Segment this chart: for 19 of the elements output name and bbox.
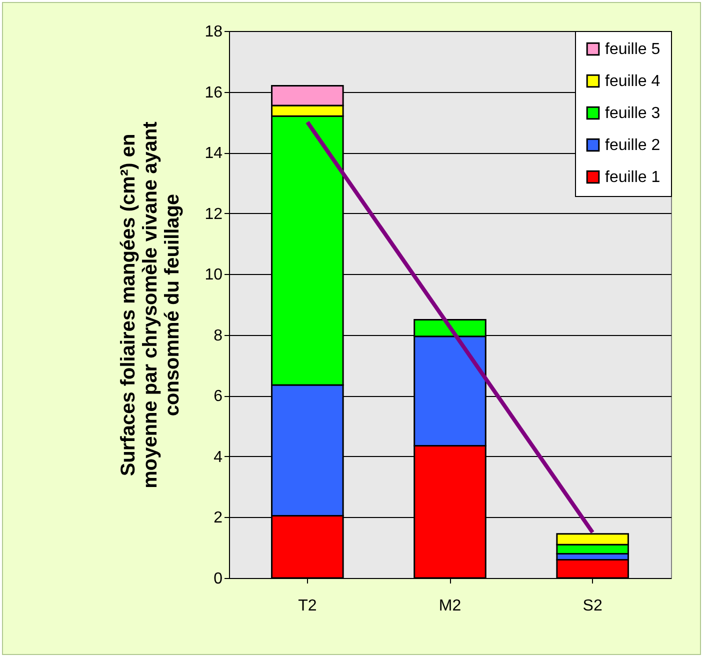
legend-label: feuille 1 — [605, 169, 660, 186]
y-tick-label: 14 — [204, 145, 223, 162]
x-tick-label: S2 — [582, 598, 602, 614]
x-tick-label: T2 — [298, 598, 317, 614]
x-tick-label: M2 — [438, 598, 462, 614]
y-tick-label: 16 — [204, 84, 223, 102]
y-tick-label: 6 — [214, 388, 223, 406]
y-tick-label: 4 — [214, 448, 223, 466]
y-tick-label: 10 — [204, 266, 223, 284]
legend-label: feuille 5 — [605, 41, 660, 58]
y-axis-title: Surfaces foliaires mangées (cm²) en moyenne par chrysomèle vivane ayant consommé du feuillage — [118, 121, 184, 488]
legend-label: feuille 4 — [605, 73, 660, 90]
y-tick-label: 12 — [204, 206, 223, 223]
y-tick-label: 8 — [214, 327, 223, 344]
y-tick-label: 0 — [214, 570, 223, 588]
y-tick-label: 2 — [214, 510, 223, 527]
legend-label: feuille 3 — [605, 105, 660, 122]
legend-label: feuille 2 — [605, 137, 660, 154]
y-tick-label: 18 — [204, 24, 223, 40]
